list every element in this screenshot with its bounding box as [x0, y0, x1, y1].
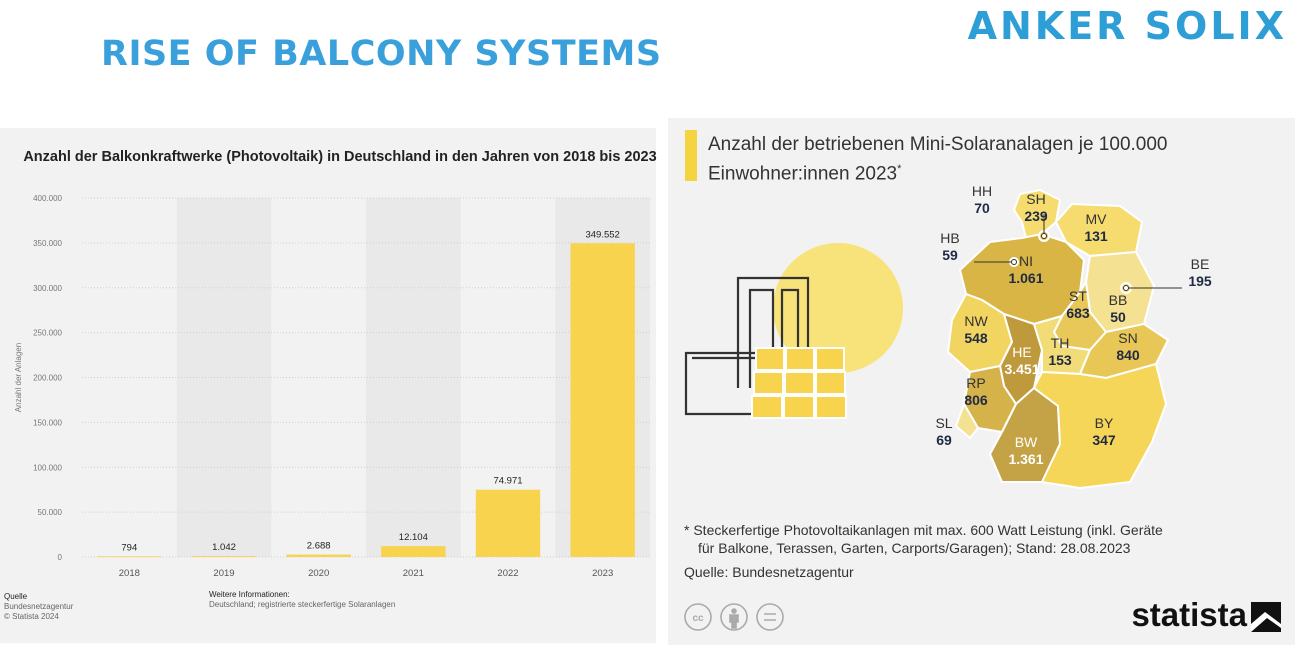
region-value-MV: 131	[1084, 228, 1108, 244]
y-tick-label: 250.000	[33, 329, 62, 338]
data-label: 74.971	[493, 476, 522, 487]
chart-info: Weitere Informationen: Deutschland; regi…	[209, 590, 395, 610]
nd-icon	[756, 603, 784, 631]
region-code-BW: BW	[1015, 434, 1038, 450]
y-axis-label: Anzahl der Anlagen	[14, 343, 23, 412]
bar	[191, 556, 257, 557]
chart-title: Anzahl der Balkonkraftwerke (Photovoltai…	[23, 149, 657, 165]
chart-source: Quelle Bundesnetzagentur © Statista 2024	[4, 592, 73, 622]
y-tick-label: 0	[58, 553, 63, 562]
bar	[570, 243, 635, 557]
data-label: 794	[121, 542, 137, 553]
license-icons: cc	[684, 603, 784, 631]
data-label: 12.104	[399, 532, 428, 543]
region-code-MV: MV	[1086, 211, 1108, 227]
y-tick-label: 100.000	[33, 463, 62, 472]
page-title: RISE OF BALCONY SYSTEMS	[101, 34, 662, 74]
map-source: Quelle: Bundesnetzagentur	[684, 564, 854, 580]
x-tick-label: 2022	[497, 568, 518, 579]
region-value-BY: 347	[1092, 432, 1116, 448]
y-tick-label: 400.000	[33, 194, 62, 203]
source-heading: Quelle	[4, 592, 28, 601]
region-value-TH: 153	[1048, 352, 1072, 368]
bar	[97, 556, 162, 558]
region-code-ST: ST	[1069, 288, 1087, 304]
region-code-RP: RP	[966, 375, 985, 391]
region-SL	[955, 403, 979, 439]
brand-logo: ANKER SOLIX	[967, 4, 1287, 48]
bar	[381, 546, 446, 557]
cc-icon	[684, 603, 712, 631]
region-value-HH: 70	[974, 200, 990, 216]
x-tick-label: 2020	[308, 568, 329, 579]
sun-shape	[773, 243, 903, 373]
region-value-ST: 683	[1066, 305, 1090, 321]
region-MV	[1055, 203, 1143, 257]
title-accent-bar	[685, 130, 697, 181]
region-value-NI: 1.061	[1008, 270, 1043, 286]
region-code-HH: HH	[972, 183, 992, 199]
map-footnote: * Steckerfertige Photovoltaikanlagen mit…	[684, 521, 1284, 557]
x-tick-label: 2019	[213, 568, 234, 579]
region-code-BY: BY	[1095, 415, 1114, 431]
bar-chart: 0 50.000 100.000 150.000 200.000 250.000 300.0…	[14, 194, 650, 579]
map-title: Anzahl der betriebenen Mini-Solaranalage…	[708, 134, 1168, 185]
copyright-text: © Statista 2024	[4, 612, 59, 621]
region-code-TH: TH	[1051, 335, 1070, 351]
region-BY	[1033, 363, 1167, 489]
bar	[475, 489, 541, 557]
map-panel: Anzahl der betriebenen Mini-Solaranalage…	[668, 118, 1295, 645]
region-code-SL: SL	[935, 415, 952, 431]
y-tick-label: 50.000	[38, 508, 63, 517]
bar-chart-panel: Anzahl der Balkonkraftwerke (Photovoltai…	[0, 128, 657, 643]
footnote-line-1: * Steckerfertige Photovoltaikanlagen mit…	[684, 522, 1163, 538]
x-tick-label: 2021	[403, 568, 424, 579]
x-tick-label: 2018	[119, 568, 140, 579]
x-tick-label: 2023	[592, 568, 613, 579]
bar	[286, 554, 351, 557]
region-value-NW: 548	[964, 330, 988, 346]
region-value-SH: 239	[1024, 208, 1048, 224]
region-code-NI: NI	[1019, 253, 1033, 269]
source-text: Bundesnetzagentur	[4, 602, 74, 611]
solar-panel-icon	[751, 347, 847, 419]
region-code-NW: NW	[964, 313, 988, 329]
region-value-RP: 806	[964, 392, 988, 408]
info-heading: Weitere Informationen:	[209, 590, 290, 599]
svg-text:cc: cc	[692, 613, 704, 624]
region-value-BE: 195	[1188, 273, 1212, 289]
by-icon	[720, 603, 748, 631]
statista-icon	[1251, 602, 1281, 633]
data-label: 349.552	[585, 229, 619, 240]
region-code-SH: SH	[1026, 191, 1045, 207]
data-label: 2.688	[307, 541, 331, 552]
column-band	[366, 198, 461, 557]
y-tick-label: 150.000	[33, 418, 62, 427]
data-label: 1.042	[212, 542, 236, 553]
region-value-BW: 1.361	[1008, 451, 1043, 467]
region-value-SL: 69	[936, 432, 952, 448]
region-value-HB: 59	[942, 247, 958, 263]
region-value-SN: 840	[1116, 347, 1140, 363]
region-code-HE: HE	[1012, 344, 1031, 360]
y-tick-label: 200.000	[33, 374, 62, 383]
region-code-BE: BE	[1191, 256, 1210, 272]
region-code-BB: BB	[1109, 292, 1128, 308]
region-code-SN: SN	[1118, 330, 1137, 346]
region-code-HB: HB	[940, 230, 959, 246]
y-tick-label: 300.000	[33, 284, 62, 293]
footnote-line-2: für Balkone, Terassen, Garten, Carports/…	[698, 540, 1131, 556]
balcony-illustration	[684, 243, 903, 419]
statista-logo: statista	[1131, 596, 1281, 634]
info-text: Deutschland; registrierte steckerfertige…	[209, 600, 396, 609]
y-tick-label: 350.000	[33, 239, 62, 248]
region-value-BB: 50	[1110, 309, 1126, 325]
region-value-HE: 3.451	[1004, 361, 1039, 377]
